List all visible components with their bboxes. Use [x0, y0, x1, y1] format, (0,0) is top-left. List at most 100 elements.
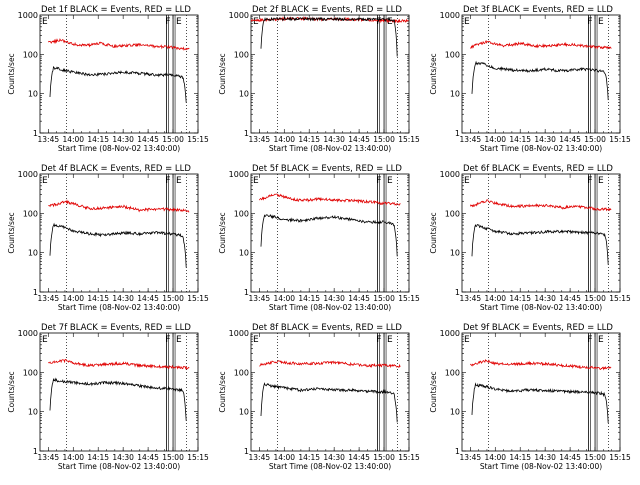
panel-det-2f: Det 2f BLACK = Events, RED = LLD 1 10 100 10…	[218, 5, 420, 153]
x-tick-label: 13:45	[249, 453, 271, 462]
x-tick-label: 14:30	[112, 453, 134, 462]
y-tick-label: 100	[445, 209, 460, 218]
lld-series-line	[259, 360, 401, 369]
plot-frame	[461, 173, 621, 293]
y-tick-label: 10	[239, 408, 249, 417]
lld-series-line	[47, 38, 190, 51]
x-tick-label: 14:45	[559, 453, 581, 462]
panel-det-9f: Det 9f BLACK = Events, RED = LLD 1 10 100 10…	[429, 323, 631, 471]
x-tick-label: 14:30	[323, 294, 345, 303]
plot-frame	[250, 332, 410, 452]
marker-label-F: F	[376, 176, 381, 186]
x-tick-label: 15:00	[584, 294, 606, 303]
x-tick-label: 15:00	[584, 135, 606, 144]
x-tick-label: 15:15	[187, 294, 209, 303]
x-tick-label: 15:15	[398, 135, 420, 144]
y-tick-label: 10	[28, 408, 38, 417]
x-tick-label: 14:15	[298, 453, 320, 462]
marker-label-E: E	[598, 335, 604, 345]
x-tick-label: 14:45	[137, 135, 159, 144]
y-tick-label: 1	[33, 447, 38, 456]
x-tick-label: 15:00	[373, 135, 395, 144]
plot-frame	[250, 173, 410, 293]
x-tick-label: 15:00	[162, 294, 184, 303]
y-axis-label: Counts/sec	[218, 371, 227, 412]
y-tick-label: 1	[33, 288, 38, 297]
x-axis-label: Start Time (08-Nov-02 13:40:00)	[58, 144, 180, 153]
corner-marker-label: E	[464, 335, 470, 345]
corner-marker-label: E	[253, 176, 259, 186]
x-tick-label: 15:15	[609, 453, 631, 462]
lld-series-line	[250, 15, 409, 24]
x-axis-label: Start Time (08-Nov-02 13:40:00)	[269, 462, 391, 471]
y-tick-label: 100	[234, 368, 249, 377]
panel-det-7f: Det 7f BLACK = Events, RED = LLD 1 10 100 10…	[7, 323, 209, 471]
events-series-line	[49, 222, 187, 268]
marker-label-F: F	[376, 335, 381, 345]
x-tick-label: 14:45	[559, 294, 581, 303]
y-tick-label: 10	[450, 249, 460, 258]
y-tick-label: 100	[234, 50, 249, 59]
marker-label-E: E	[598, 17, 604, 27]
y-tick-label: 1	[455, 447, 460, 456]
y-tick-label: 1000	[18, 11, 38, 20]
y-axis-label: Counts/sec	[7, 212, 16, 253]
marker-label-E: E	[387, 176, 393, 186]
lld-series-line	[48, 199, 190, 213]
marker-label-F: F	[165, 17, 170, 27]
x-tick-label: 14:15	[509, 453, 531, 462]
marker-label-F: F	[587, 17, 592, 27]
x-tick-label: 14:15	[87, 294, 109, 303]
plot-frame	[461, 14, 621, 134]
x-tick-label: 13:45	[38, 453, 60, 462]
corner-marker-label: E	[464, 17, 470, 27]
x-tick-label: 15:15	[609, 135, 631, 144]
x-tick-label: 13:45	[460, 135, 482, 144]
panel-det-5f: Det 5f BLACK = Events, RED = LLD 1 10 100 10…	[218, 164, 420, 312]
x-axis-label: Start Time (08-Nov-02 13:40:00)	[269, 144, 391, 153]
x-tick-label: 13:45	[249, 294, 271, 303]
y-tick-label: 1	[33, 129, 38, 138]
y-tick-label: 10	[239, 249, 249, 258]
corner-marker-label: E	[253, 335, 259, 345]
lld-series-line	[470, 358, 612, 371]
panel-title: Det 5f BLACK = Events, RED = LLD	[252, 164, 402, 174]
x-axis-label: Start Time (08-Nov-02 13:40:00)	[480, 462, 602, 471]
y-axis-label: Counts/sec	[7, 53, 16, 94]
y-tick-label: 1	[455, 288, 460, 297]
y-tick-label: 1	[244, 288, 249, 297]
x-tick-label: 13:45	[460, 453, 482, 462]
plot-frame	[461, 332, 621, 452]
x-tick-label: 15:00	[373, 294, 395, 303]
x-tick-label: 14:00	[484, 294, 506, 303]
x-tick-label: 14:00	[273, 135, 295, 144]
marker-label-F: F	[165, 335, 170, 345]
x-tick-label: 14:30	[534, 453, 556, 462]
y-tick-label: 1000	[229, 329, 249, 338]
panel-title: Det 4f BLACK = Events, RED = LLD	[41, 164, 191, 174]
plot-frame	[39, 173, 199, 293]
x-tick-label: 13:45	[38, 294, 60, 303]
x-axis-label: Start Time (08-Nov-02 13:40:00)	[480, 303, 602, 312]
x-tick-label: 14:45	[348, 135, 370, 144]
x-axis-label: Start Time (08-Nov-02 13:40:00)	[58, 303, 180, 312]
corner-marker-label: E	[42, 17, 48, 27]
y-tick-label: 10	[28, 249, 38, 258]
panel-title: Det 9f BLACK = Events, RED = LLD	[463, 323, 613, 333]
y-tick-label: 100	[23, 368, 38, 377]
lld-series-line	[48, 358, 190, 370]
x-tick-label: 14:00	[484, 135, 506, 144]
x-tick-label: 14:15	[509, 294, 531, 303]
panel-title: Det 3f BLACK = Events, RED = LLD	[463, 5, 613, 15]
x-tick-label: 14:45	[559, 135, 581, 144]
events-series-line	[49, 65, 187, 103]
x-tick-label: 14:45	[137, 294, 159, 303]
y-axis-label: Counts/sec	[218, 212, 227, 253]
y-axis-label: Counts/sec	[429, 371, 438, 412]
x-tick-label: 14:45	[348, 453, 370, 462]
x-tick-label: 14:15	[509, 135, 531, 144]
x-tick-label: 14:00	[62, 294, 84, 303]
y-axis-label: Counts/sec	[218, 53, 227, 94]
y-tick-label: 1000	[440, 329, 460, 338]
